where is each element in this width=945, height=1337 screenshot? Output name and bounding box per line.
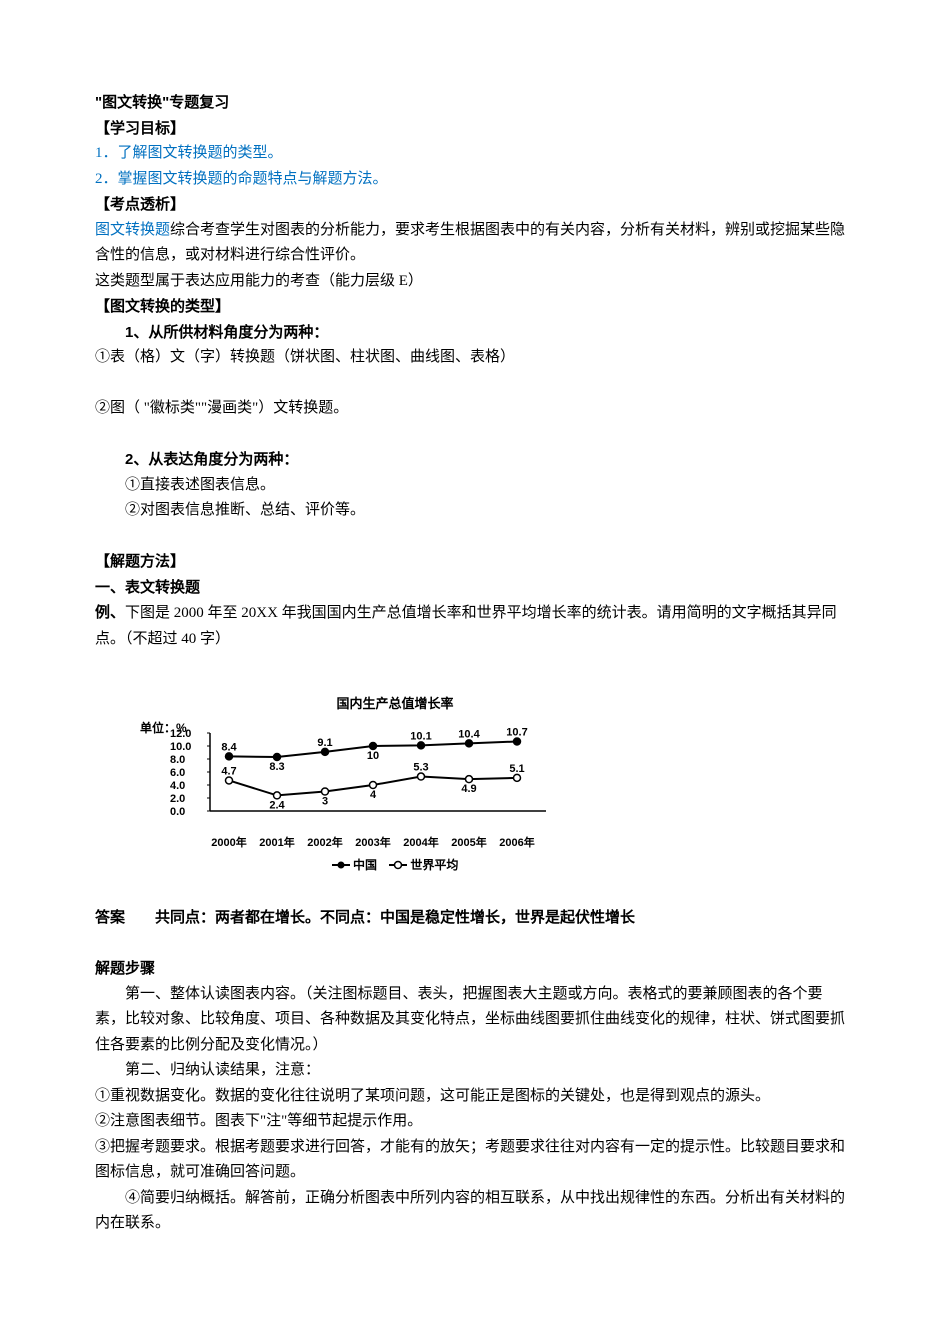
step-5: ③把握考题要求。根据考题要求进行回答，才能有的放矢；考题要求往往对内容有一定的提… xyxy=(95,1135,850,1186)
types-line2: ②图（ "徽标类""漫画类"）文转换题。 xyxy=(95,396,850,422)
types-line1: ①表（格）文（字）转换题（饼状图、柱状图、曲线图、表格） xyxy=(95,345,850,371)
svg-text:9.1: 9.1 xyxy=(317,736,332,748)
svg-text:8.3: 8.3 xyxy=(269,761,284,773)
section-header-types: 【图文转换的类型】 xyxy=(95,294,850,320)
gdp-chart: 国内生产总值增长率 单位：% 12.010.08.06.04.02.00.0 8… xyxy=(195,693,595,875)
svg-text:4: 4 xyxy=(370,789,377,801)
analysis-para-1: 图文转换题综合考查学生对图表的分析能力，要求考生根据图表中的有关内容，分析有关材… xyxy=(95,218,850,269)
answer-text: 共同点：两者都在增长。不同点：中国是稳定性增长，世界是起伏性增长 xyxy=(155,909,635,926)
answer-label: 答案 xyxy=(95,909,125,926)
chart-y-ticks: 12.010.08.06.04.02.00.0 xyxy=(170,728,191,819)
svg-text:4.7: 4.7 xyxy=(221,765,236,777)
steps-header: 解题步骤 xyxy=(95,956,850,982)
section-header-goals: 【学习目标】 xyxy=(95,116,850,142)
chart-title: 国内生产总值增长率 xyxy=(195,693,595,715)
types-sub2: 2、从表达角度分为两种： xyxy=(95,447,850,473)
step-3: ①重视数据变化。数据的变化往往说明了某项问题，这可能正是图标的关键处，也是得到观… xyxy=(95,1084,850,1110)
types-line3: ①直接表述图表信息。 xyxy=(95,473,850,499)
svg-text:4.9: 4.9 xyxy=(461,783,476,795)
section-header-method: 【解题方法】 xyxy=(95,549,850,575)
method-sub1: 一、表文转换题 xyxy=(95,575,850,601)
page-title: "图文转换"专题复习 xyxy=(95,90,850,116)
answer-line: 答案 共同点：两者都在增长。不同点：中国是稳定性增长，世界是起伏性增长 xyxy=(95,905,850,931)
svg-text:2.4: 2.4 xyxy=(269,799,285,811)
types-line4: ②对图表信息推断、总结、评价等。 xyxy=(95,498,850,524)
svg-text:10.1: 10.1 xyxy=(410,730,431,742)
step-2: 第二、归纳认读结果，注意： xyxy=(95,1058,850,1084)
chart-x-labels: 2000年2001年2002年2003年2004年2005年2006年 xyxy=(205,834,541,853)
example-text: 下图是 2000 年至 20XX 年我国国内生产总值增长率和世界平均增长率的统计… xyxy=(95,605,837,647)
chart-legend: 中国 世界平均 xyxy=(195,855,595,875)
svg-text:8.4: 8.4 xyxy=(221,741,237,753)
goal-line-2: 2．掌握图文转换题的命题特点与解题方法。 xyxy=(95,167,850,193)
svg-text:10: 10 xyxy=(367,750,379,762)
goal-line-1: 1．了解图文转换题的类型。 xyxy=(95,141,850,167)
svg-text:5.3: 5.3 xyxy=(413,761,428,773)
section-header-analysis: 【考点透析】 xyxy=(95,192,850,218)
step-6: ④简要归纳概括。解答前，正确分析图表中所列内容的相互联系，从中找出规律性的东西。… xyxy=(95,1186,850,1237)
analysis-text: 综合考查学生对图表的分析能力，要求考生根据图表中的有关内容，分析有关材料，辨别或… xyxy=(95,222,845,264)
chart-svg: 8.4 8.3 9.1 10 10.1 10.4 10.7 4.7 2.4 3 4 5.3 4.9 5.1 xyxy=(205,723,565,828)
example-label: 例、 xyxy=(95,604,125,621)
types-sub1: 1、从所供材料角度分为两种： xyxy=(95,320,850,346)
analysis-keyword: 图文转换题 xyxy=(95,222,170,238)
svg-text:10.7: 10.7 xyxy=(506,726,527,738)
svg-text:3: 3 xyxy=(322,795,328,807)
analysis-para-2: 这类题型属于表达应用能力的考查（能力层级 E） xyxy=(95,269,850,295)
svg-text:5.1: 5.1 xyxy=(509,762,524,774)
step-1: 第一、整体认读图表内容。（关注图标题目、表头，把握图表大主题或方向。表格式的要兼… xyxy=(95,982,850,1059)
svg-text:10.4: 10.4 xyxy=(458,728,480,740)
step-4: ②注意图表细节。图表下"注"等细节起提示作用。 xyxy=(95,1109,850,1135)
example-para: 例、下图是 2000 年至 20XX 年我国国内生产总值增长率和世界平均增长率的… xyxy=(95,600,850,652)
